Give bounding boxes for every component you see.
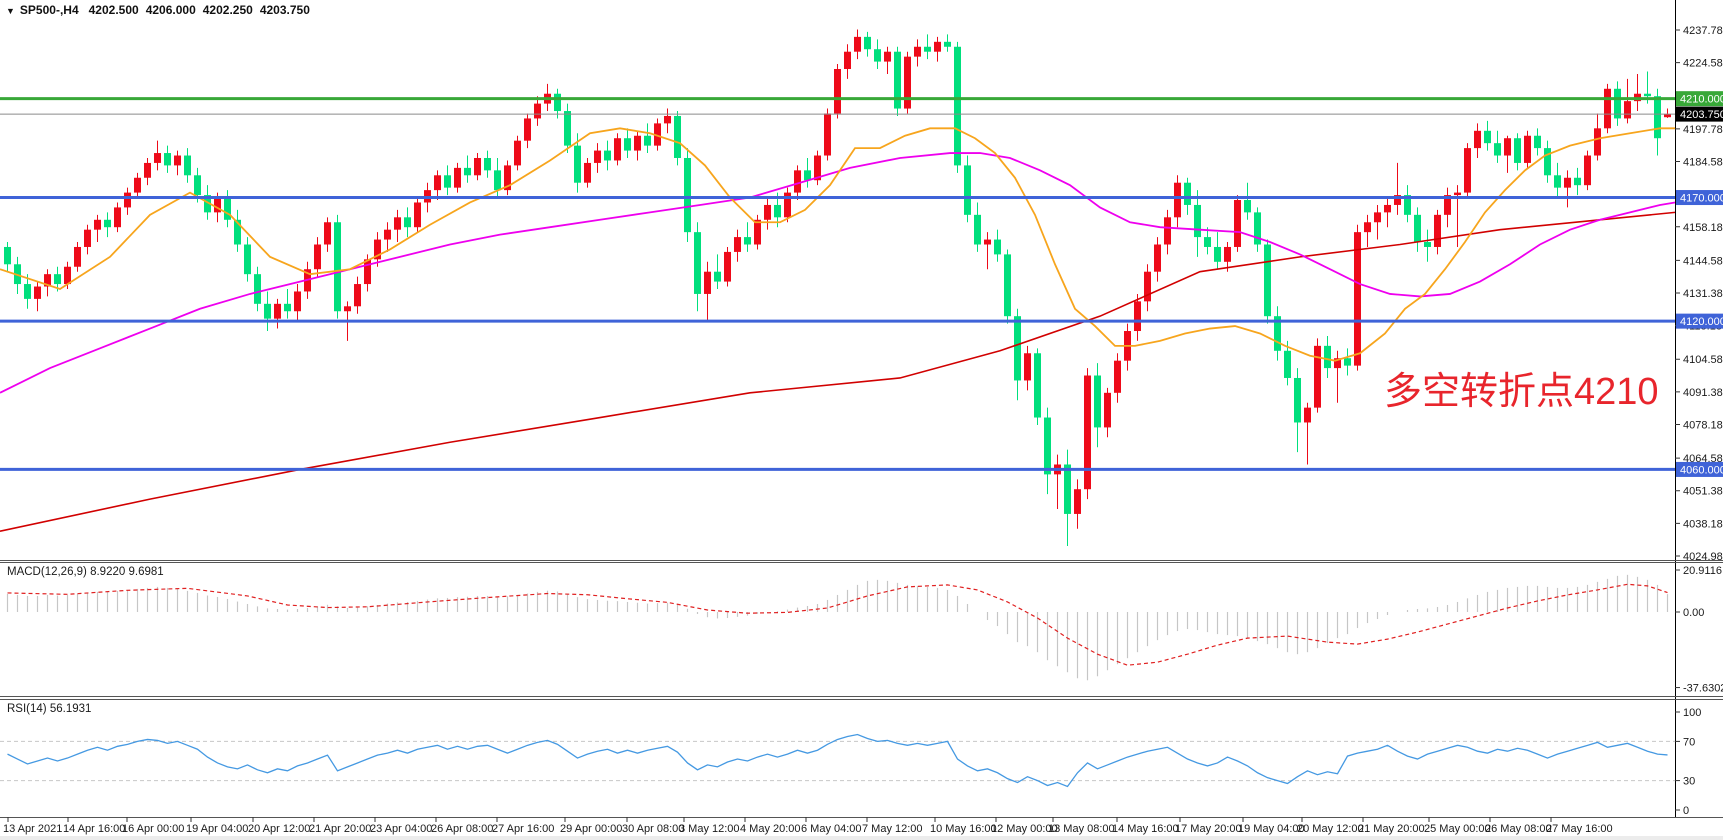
svg-text:23 Apr 04:00: 23 Apr 04:00 <box>370 823 432 835</box>
svg-text:14 May 16:00: 14 May 16:00 <box>1112 823 1179 835</box>
close-value: 4203.750 <box>259 3 310 17</box>
chevron-down-icon: ▼ <box>6 6 15 16</box>
horizontal-levels <box>0 97 1675 471</box>
svg-text:27 May 16:00: 27 May 16:00 <box>1546 823 1613 835</box>
svg-text:4060.000: 4060.000 <box>1680 464 1723 476</box>
rsi-panel: 100 70 30 0 <box>0 707 1701 817</box>
svg-text:14 Apr 16:00: 14 Apr 16:00 <box>63 823 125 835</box>
svg-text:19 May 04:00: 19 May 04:00 <box>1238 823 1305 835</box>
svg-text:29 Apr 00:00: 29 Apr 00:00 <box>560 823 622 835</box>
panel-divider-rsi[interactable] <box>0 696 1723 700</box>
svg-text:20 May 12:00: 20 May 12:00 <box>1297 823 1364 835</box>
svg-text:21 May 20:00: 21 May 20:00 <box>1358 823 1425 835</box>
svg-text:4197.780: 4197.780 <box>1683 124 1723 136</box>
svg-text:70: 70 <box>1683 736 1695 748</box>
candles <box>4 29 1671 547</box>
svg-text:25 May 00:00: 25 May 00:00 <box>1424 823 1491 835</box>
svg-text:4131.380: 4131.380 <box>1683 288 1723 300</box>
open-value: 4202.500 <box>88 3 139 17</box>
svg-text:4 May 20:00: 4 May 20:00 <box>740 823 801 835</box>
svg-text:17 May 20:00: 17 May 20:00 <box>1175 823 1242 835</box>
svg-text:4091.380: 4091.380 <box>1683 387 1723 399</box>
svg-text:13 May 08:00: 13 May 08:00 <box>1048 823 1115 835</box>
svg-text:21 Apr 20:00: 21 Apr 20:00 <box>309 823 371 835</box>
macd-signal-line <box>7 583 1668 666</box>
panel-divider-macd[interactable] <box>0 560 1723 564</box>
low-value: 4202.250 <box>202 3 253 17</box>
ma-fast-line <box>0 127 1675 362</box>
price-axis[interactable] <box>1675 0 1723 817</box>
high-value: 4206.000 <box>145 3 196 17</box>
svg-text:100: 100 <box>1683 707 1701 719</box>
svg-text:4144.580: 4144.580 <box>1683 255 1723 267</box>
rsi-name: RSI(14) <box>7 703 47 715</box>
svg-text:20.9116: 20.9116 <box>1683 565 1722 577</box>
price-axis-labels: 4237.780 4224.580 4197.780 4184.580 4158.180… <box>1675 0 1723 817</box>
svg-text:3 May 12:00: 3 May 12:00 <box>679 823 740 835</box>
svg-text:19 Apr 04:00: 19 Apr 04:00 <box>186 823 248 835</box>
rsi-value: 56.1931 <box>49 703 92 715</box>
svg-text:30: 30 <box>1683 776 1695 788</box>
window-bottom-edge <box>0 836 1723 840</box>
rsi-line <box>7 733 1668 788</box>
svg-text:7 May 12:00: 7 May 12:00 <box>862 823 923 835</box>
svg-text:4237.780: 4237.780 <box>1683 25 1723 37</box>
ma-mid-line <box>0 152 1676 394</box>
macd-signal-value: 9.6981 <box>128 566 164 578</box>
svg-text:4158.180: 4158.180 <box>1683 222 1723 234</box>
symbol-timeframe-label: SP500-,H4 <box>19 3 79 17</box>
macd-indicator-label: MACD(12,26,9) 8.9220 9.6981 <box>7 566 164 578</box>
svg-text:4224.580: 4224.580 <box>1683 58 1723 70</box>
svg-text:4051.380: 4051.380 <box>1683 486 1723 498</box>
macd-main-value: 8.9220 <box>90 566 126 578</box>
ma-slow-line <box>0 211 1676 533</box>
svg-text:30 Apr 08:00: 30 Apr 08:00 <box>622 823 684 835</box>
svg-text:4184.580: 4184.580 <box>1683 156 1723 168</box>
svg-text:0: 0 <box>1683 805 1689 817</box>
svg-text:4210.000: 4210.000 <box>1680 94 1723 106</box>
svg-text:0.00: 0.00 <box>1683 607 1704 619</box>
svg-text:6 May 04:00: 6 May 04:00 <box>801 823 862 835</box>
svg-text:4170.000: 4170.000 <box>1680 193 1723 205</box>
ohlc-readout: ▼ SP500-,H4 4202.500 4206.000 4202.250 4203.7… <box>6 3 317 17</box>
svg-text:4078.180: 4078.180 <box>1683 419 1723 431</box>
annotation-text: 多空转折点4210 <box>1384 371 1659 413</box>
svg-text:10 May 16:00: 10 May 16:00 <box>930 823 997 835</box>
svg-text:4104.580: 4104.580 <box>1683 354 1723 366</box>
macd-panel: 20.9116 0.00 -37.6302 <box>6 565 1723 695</box>
svg-text:4038.180: 4038.180 <box>1683 518 1723 530</box>
svg-text:26 May 08:00: 26 May 08:00 <box>1485 823 1552 835</box>
svg-text:4120.000: 4120.000 <box>1680 316 1723 328</box>
rsi-indicator-label: RSI(14) 56.1931 <box>7 703 91 715</box>
svg-text:26 Apr 08:00: 26 Apr 08:00 <box>431 823 493 835</box>
svg-text:13 Apr 2021: 13 Apr 2021 <box>3 823 62 835</box>
svg-text:12 May 00:00: 12 May 00:00 <box>991 823 1058 835</box>
macd-name: MACD(12,26,9) <box>7 566 87 578</box>
svg-text:4024.980: 4024.980 <box>1683 551 1723 563</box>
svg-text:20 Apr 12:00: 20 Apr 12:00 <box>248 823 310 835</box>
svg-text:4203.750: 4203.750 <box>1680 109 1723 121</box>
svg-text:27 Apr 16:00: 27 Apr 16:00 <box>492 823 554 835</box>
svg-text:16 Apr 00:00: 16 Apr 00:00 <box>122 823 184 835</box>
svg-text:-37.6302: -37.6302 <box>1683 683 1723 695</box>
